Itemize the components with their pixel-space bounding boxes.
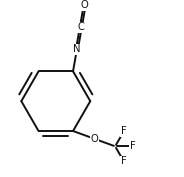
Text: F: F (121, 156, 127, 166)
Text: F: F (121, 126, 127, 136)
Text: O: O (90, 134, 98, 144)
Text: F: F (130, 141, 135, 151)
Text: O: O (81, 0, 89, 10)
Text: C: C (77, 22, 84, 32)
Text: N: N (73, 44, 81, 54)
